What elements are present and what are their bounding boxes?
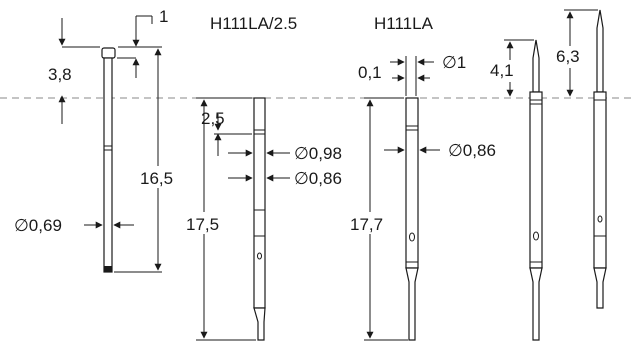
dim-e-tip: 6,3 [556,47,580,66]
dim-b-step: 2,5 [201,109,225,128]
probe-d-dimensions: 4,1 [490,39,534,97]
probe-a-shaft [103,57,113,273]
dim-a-top: 1 [159,7,168,26]
probe-a-end [104,266,112,272]
dim-b-dia-outer: ∅0,98 [294,144,342,163]
dim-b-dia-inner: ∅0,86 [294,169,342,188]
probe-a-dimensions: 3,8 1 16,5 ∅0,69 [14,7,174,273]
probe-b [253,97,266,341]
label-mask [350,212,388,234]
label-mask [186,212,222,234]
probe-a [101,47,116,273]
probe-c-hole [409,232,415,242]
probe-c [405,97,419,341]
dim-c-length: 17,7 [350,215,383,234]
probe-d-plunger [529,267,543,341]
dim-b-length: 17,5 [186,215,219,234]
dim-a-length: 16,5 [140,169,173,188]
probe-a-head [101,47,116,59]
probe-b-title: H111LA/2.5 [210,14,297,33]
probe-d [529,39,543,341]
probe-c-shaft [405,97,419,269]
probe-c-title: H111LA [374,14,434,33]
dim-a-tip: 3,8 [48,65,72,84]
dim-c-dia-tip: ∅1 [442,53,466,72]
probe-b-hole [257,252,262,260]
probe-e-plunger [593,267,607,309]
probe-b-dimensions: 2,5 ∅0,98 ∅0,86 17,5 [186,97,342,341]
dim-c-dia: ∅0,86 [448,141,496,160]
label-mask [490,60,516,82]
probe-d-hole [533,231,539,241]
dim-c-step: 0,1 [358,63,382,82]
probe-e-shaft [593,91,607,269]
probe-e-dimensions: 6,3 [556,9,598,97]
probe-d-tip [532,39,540,93]
dim-a-dia: ∅0,69 [14,216,62,235]
label-mask [140,166,174,188]
label-mask [556,46,584,68]
probe-d-shaft [529,91,543,269]
probe-c-dimensions: 0,1 ∅1 17,7 ∅0,86 [350,53,496,341]
probe-e-hole [597,215,603,223]
probe-b-plunger [253,307,266,341]
probe-c-plunger [405,267,419,341]
dim-d-tip: 4,1 [490,61,514,80]
probe-e [593,9,607,309]
probe-e-tip [596,9,604,93]
